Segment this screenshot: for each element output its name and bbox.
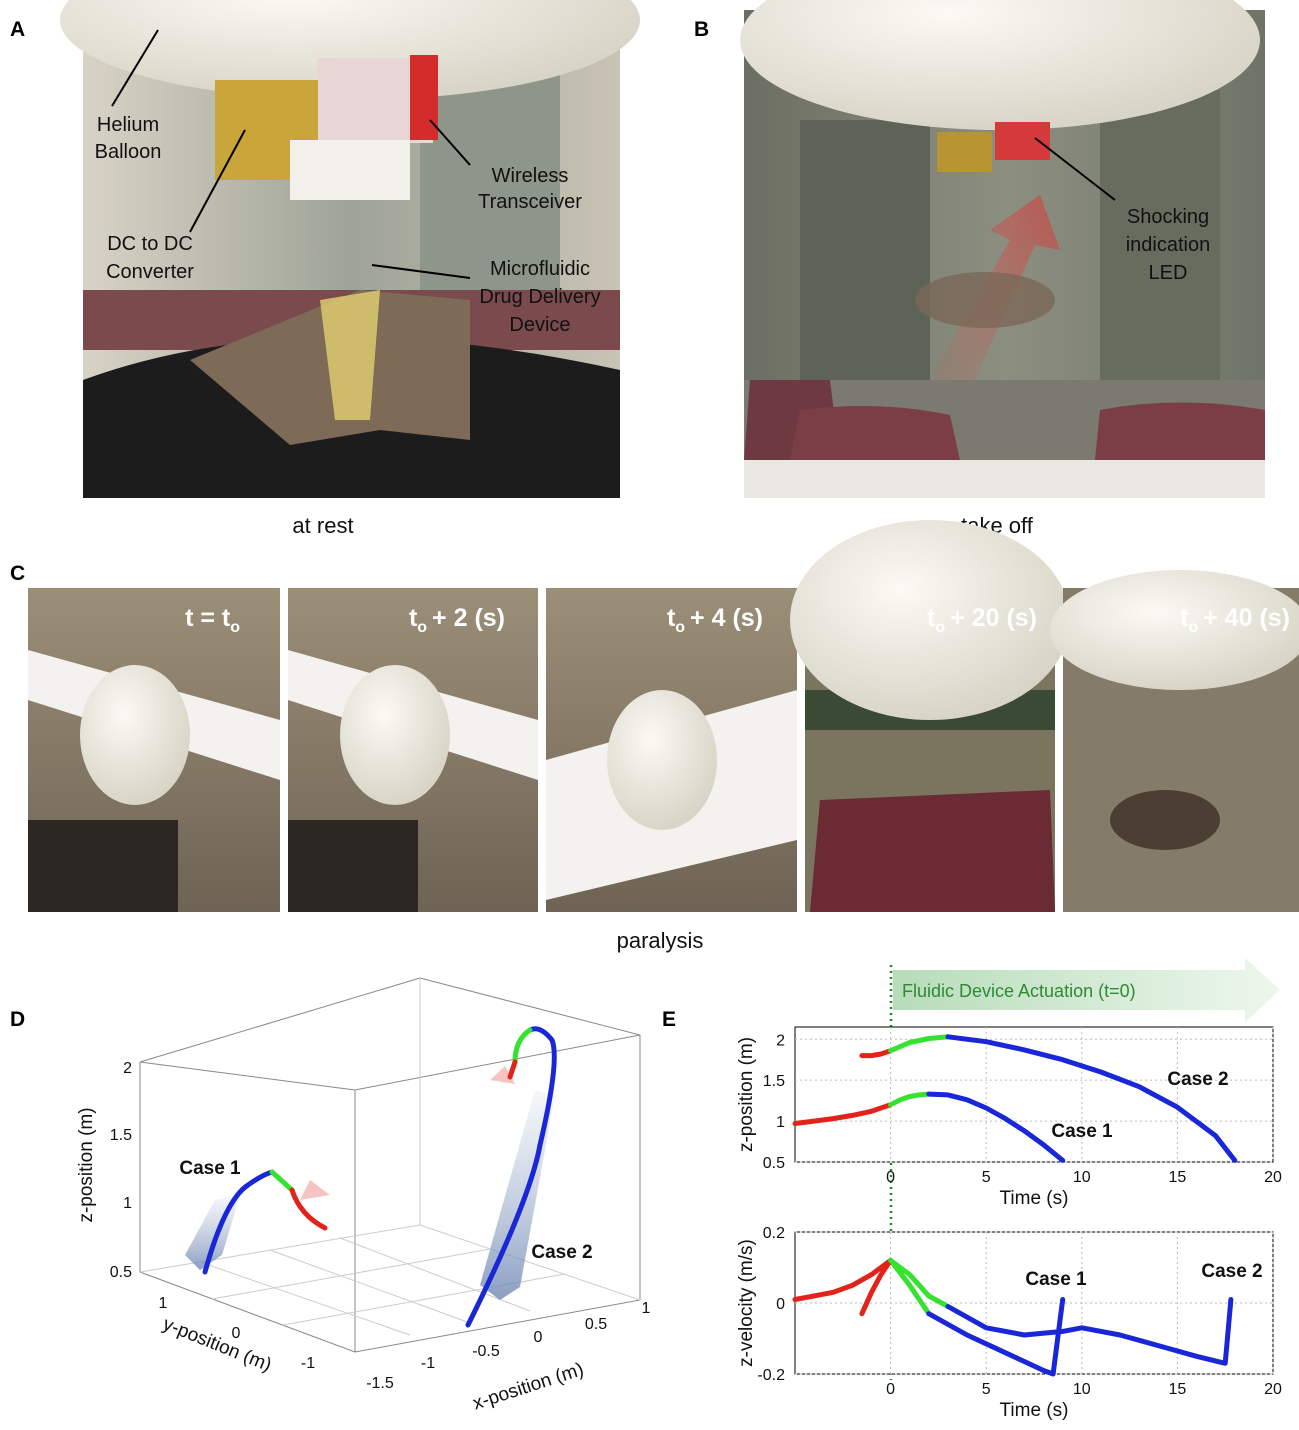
annotation: Wireless [492,165,569,187]
case-label: Case 2 [1167,1069,1228,1090]
annotation: Transceiver [478,191,582,213]
x-tick-label: 5 [982,1381,991,1398]
annotation: Device [509,314,570,336]
annotation: indication [1126,234,1211,256]
annotation: DC to DC [107,233,193,255]
frame-label-text: + 2 (s) [432,604,505,632]
case-label: Case 1 [179,1158,241,1179]
x-tick-label: 0 [886,1381,895,1398]
y-tick-label: 1 [159,1295,168,1312]
axis-label: y-position (m) [160,1314,275,1377]
panel-letter: A [10,18,25,41]
x-tick-label: 20 [1264,1381,1282,1398]
y-tick-label: 1 [776,1114,785,1131]
panel-letter: E [662,1008,676,1031]
case-label: Case 1 [1051,1121,1113,1142]
x-tick-label: 1 [642,1300,651,1317]
panel-letter: C [10,562,25,585]
x-tick-label: 0.5 [585,1316,607,1333]
panel-letter: B [694,18,709,41]
z-tick-label: 1 [123,1195,132,1212]
x-tick-label: 0 [886,1169,895,1186]
x-tick-label: -1 [421,1355,435,1372]
y-tick-label: 2 [776,1032,785,1049]
frame-label-text: + 40 (s) [1203,604,1290,632]
x-tick-label: 15 [1169,1169,1187,1186]
frame-label-text: + 20 (s) [950,604,1037,632]
x-tick-label: -1.5 [366,1375,394,1392]
z-tick-label: 2 [123,1060,132,1077]
x-tick-label: 10 [1073,1381,1091,1398]
x-tick-label: -0.5 [472,1343,500,1360]
frame-label-sub: o [1188,619,1198,636]
direction-arrow [300,1180,330,1200]
figure: A B C D E Helium Balloon DC to DC Conver… [0,0,1299,1430]
case-label: Case 2 [531,1242,592,1263]
z-tick-label: 0.5 [110,1264,132,1281]
annotation: Drug Delivery [479,286,600,308]
z-tick-label: 1.5 [110,1127,132,1144]
y-tick-label: 0.2 [763,1225,785,1242]
annotation: Converter [106,261,194,283]
y-axis-label: z-position (m) [736,1037,757,1152]
axis-label: z-position (m) [76,1107,97,1222]
x-tick-label: 15 [1169,1381,1187,1398]
caption: at rest [292,513,353,538]
frame-label-sub: o [935,619,945,636]
case-label: Case 1 [1025,1269,1087,1290]
case-label: Case 2 [1201,1261,1262,1282]
caption: paralysis [617,928,704,953]
y-tick-label: -0.2 [757,1367,785,1384]
y-axis-label: z-velocity (m/s) [736,1239,757,1367]
frame-label-text: t = t [185,604,231,632]
frame-label-sub: o [675,619,685,636]
frame-label-sub: o [230,619,240,636]
annotation: Shocking [1127,206,1209,228]
annotation: Helium [97,114,159,136]
axis-label: x-position (m) [470,1359,586,1415]
x-tick-label: 5 [982,1169,991,1186]
banner-text: Fluidic Device Actuation (t=0) [902,981,1136,1001]
panel-letter: D [10,1008,25,1031]
annotation: Microfluidic [490,258,590,280]
x-tick-label: 10 [1073,1169,1091,1186]
x-axis-label: Time (s) [1000,1188,1069,1209]
frame-label-sub: o [417,619,427,636]
frame-label-text: + 4 (s) [690,604,763,632]
y-tick-label: 0 [776,1296,785,1313]
y-tick-label: 1.5 [763,1073,785,1090]
annotation: Balloon [95,141,162,163]
photo-sequence [28,520,1299,912]
annotation: LED [1149,262,1188,284]
plot-frame [795,1027,1273,1162]
x-tick-label: 20 [1264,1169,1282,1186]
y-tick-label: -1 [301,1355,315,1372]
y-tick-label: 0.5 [763,1155,785,1172]
x-axis-label: Time (s) [1000,1400,1069,1421]
x-tick-label: 0 [534,1329,543,1346]
